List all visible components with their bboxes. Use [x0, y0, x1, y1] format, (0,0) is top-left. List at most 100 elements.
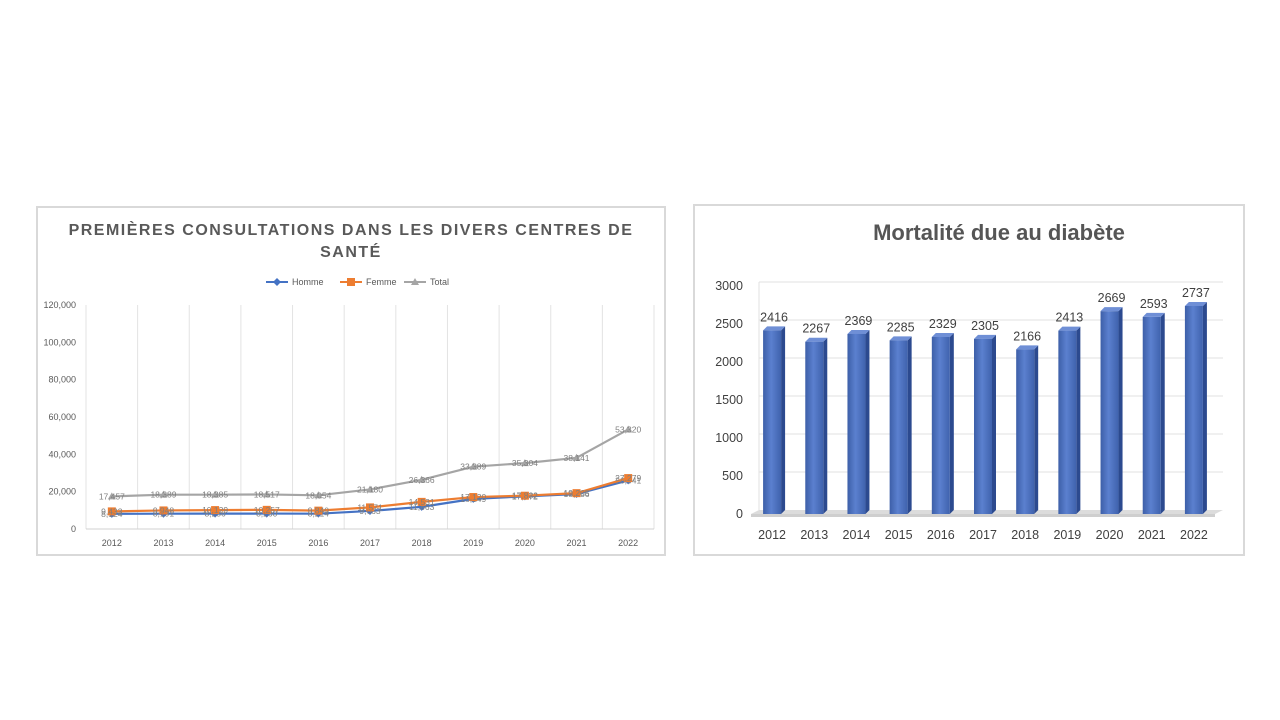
x-tick-label: 2013: [800, 528, 828, 542]
bar-data-label: 2416: [760, 310, 788, 324]
bar-data-label: 2285: [887, 320, 915, 334]
data-label-femme: 9,433: [101, 506, 123, 516]
legend-marker-femme: [347, 278, 355, 286]
bar-top: [974, 334, 996, 339]
bar-top: [1184, 301, 1207, 306]
data-label-femme: 11,571: [357, 502, 383, 512]
bar-top: [805, 337, 828, 342]
data-label-femme: 17,832: [512, 491, 538, 501]
point-total: [159, 490, 168, 498]
x-tick-label: 2014: [843, 528, 871, 542]
point-femme: [520, 491, 529, 500]
y-tick-label: 60,000: [48, 412, 76, 422]
bar-side: [1118, 307, 1123, 514]
point-total: [314, 491, 323, 499]
bar: [1100, 311, 1119, 514]
legend-label-total: Total: [430, 277, 449, 287]
x-tick-label: 2021: [567, 538, 587, 548]
bar: [847, 333, 866, 514]
point-femme: [159, 506, 168, 515]
data-label-femme: 9,948: [153, 505, 175, 515]
point-femme: [366, 503, 374, 512]
legend-label-femme: Femme: [366, 277, 397, 287]
x-tick-label: 2018: [1011, 528, 1039, 542]
bar: [805, 341, 824, 514]
bar: [1016, 349, 1035, 514]
x-tick-label: 2016: [308, 538, 328, 548]
title-line-1: PREMIÈRES CONSULTATIONS DANS LES DIVERS …: [68, 222, 634, 239]
bar-top: [763, 326, 786, 331]
data-label-femme: 19,205: [564, 488, 590, 498]
data-label-total: 26,366: [409, 475, 435, 485]
legend-label-homme: Homme: [292, 277, 324, 287]
data-label-femme: 10,257: [254, 505, 280, 515]
bar: [889, 340, 908, 514]
bar-side: [823, 337, 828, 514]
x-tick-label: 2021: [1138, 528, 1166, 542]
bar-data-label: 2737: [1182, 286, 1210, 300]
chart-floor-edge: [751, 514, 1215, 517]
bar-side: [1034, 345, 1039, 514]
x-tick-label: 2014: [205, 538, 225, 548]
bar-top: [1100, 307, 1123, 312]
y-tick-label: 40,000: [48, 449, 76, 459]
data-label-femme: 10,129: [202, 505, 228, 515]
bar-side: [865, 329, 870, 514]
mortality-bar-chart: 0 500 1000 1500 2000 2500 3000 2416 2012 2267 2013…: [715, 279, 1223, 542]
bar-top: [1058, 326, 1081, 331]
point-total: [417, 475, 426, 483]
point-total: [572, 453, 581, 461]
title-line-2: SANTÉ: [320, 244, 382, 261]
y-tick-label: 0: [736, 507, 743, 521]
y-tick-label: 20,000: [48, 487, 76, 497]
point-femme: [107, 507, 116, 516]
data-label-femme: 17,120: [460, 492, 486, 502]
data-label-total: 18,389: [150, 490, 176, 500]
data-label-total: 35,304: [512, 458, 538, 468]
x-tick-label: 2015: [257, 538, 277, 548]
bar-data-label: 2413: [1055, 311, 1083, 325]
data-label-femme: 14,531: [409, 497, 435, 507]
bar-data-label: 2369: [845, 314, 873, 328]
x-tick-label: 2015: [885, 528, 913, 542]
bar: [1142, 316, 1161, 514]
bar: [763, 330, 782, 514]
bar-data-label: 2669: [1098, 291, 1126, 305]
consultations-line-chart: 0 20,000 40,000 60,000 80,000 100,000 120,000 2…: [43, 277, 655, 548]
bar-top: [847, 329, 870, 334]
x-tick-label: 2019: [1053, 528, 1081, 542]
y-tick-label: 1500: [715, 393, 743, 407]
data-label-total: 33,389: [460, 462, 486, 472]
data-label-femme: 9,840: [308, 506, 330, 516]
mortality-chart-panel: Mortalité due au diabète 0 500 1000 1500 200…: [693, 204, 1245, 556]
data-label-homme: 11,863: [409, 502, 435, 512]
y-tick-label: 100,000: [43, 337, 76, 347]
bar-data-label: 2329: [929, 317, 957, 331]
data-label-femme: 27,279: [615, 473, 641, 483]
bar: [1184, 305, 1203, 514]
y-tick-label: 500: [722, 469, 743, 483]
bar: [931, 336, 950, 514]
y-tick-label: 0: [71, 524, 76, 534]
data-label-total: 21,180: [357, 484, 383, 494]
bar-side: [1202, 301, 1207, 514]
data-label-total: 53,320: [615, 424, 641, 434]
data-label-total: 18,385: [202, 490, 228, 500]
bar-top: [889, 336, 912, 341]
consultations-chart-title: PREMIÈRES CONSULTATIONS DANS LES DIVERS …: [38, 220, 664, 264]
point-femme: [314, 506, 323, 515]
bar-side: [1076, 326, 1081, 514]
point-total: [211, 490, 220, 498]
bar: [1058, 330, 1077, 514]
consultations-chart-panel: PREMIÈRES CONSULTATIONS DANS LES DIVERS …: [36, 206, 666, 556]
mortality-chart-title: Mortalité due au diabète: [873, 220, 1125, 245]
x-tick-label: 2020: [1096, 528, 1124, 542]
bar-top: [1016, 345, 1039, 350]
x-tick-label: 2020: [515, 538, 535, 548]
bar-side: [907, 336, 912, 514]
y-tick-label: 2000: [715, 355, 743, 369]
data-label-total: 38,141: [564, 453, 590, 463]
x-tick-label: 2018: [412, 538, 432, 548]
bar-data-label: 2166: [1013, 329, 1041, 343]
y-tick-label: 2500: [715, 317, 743, 331]
